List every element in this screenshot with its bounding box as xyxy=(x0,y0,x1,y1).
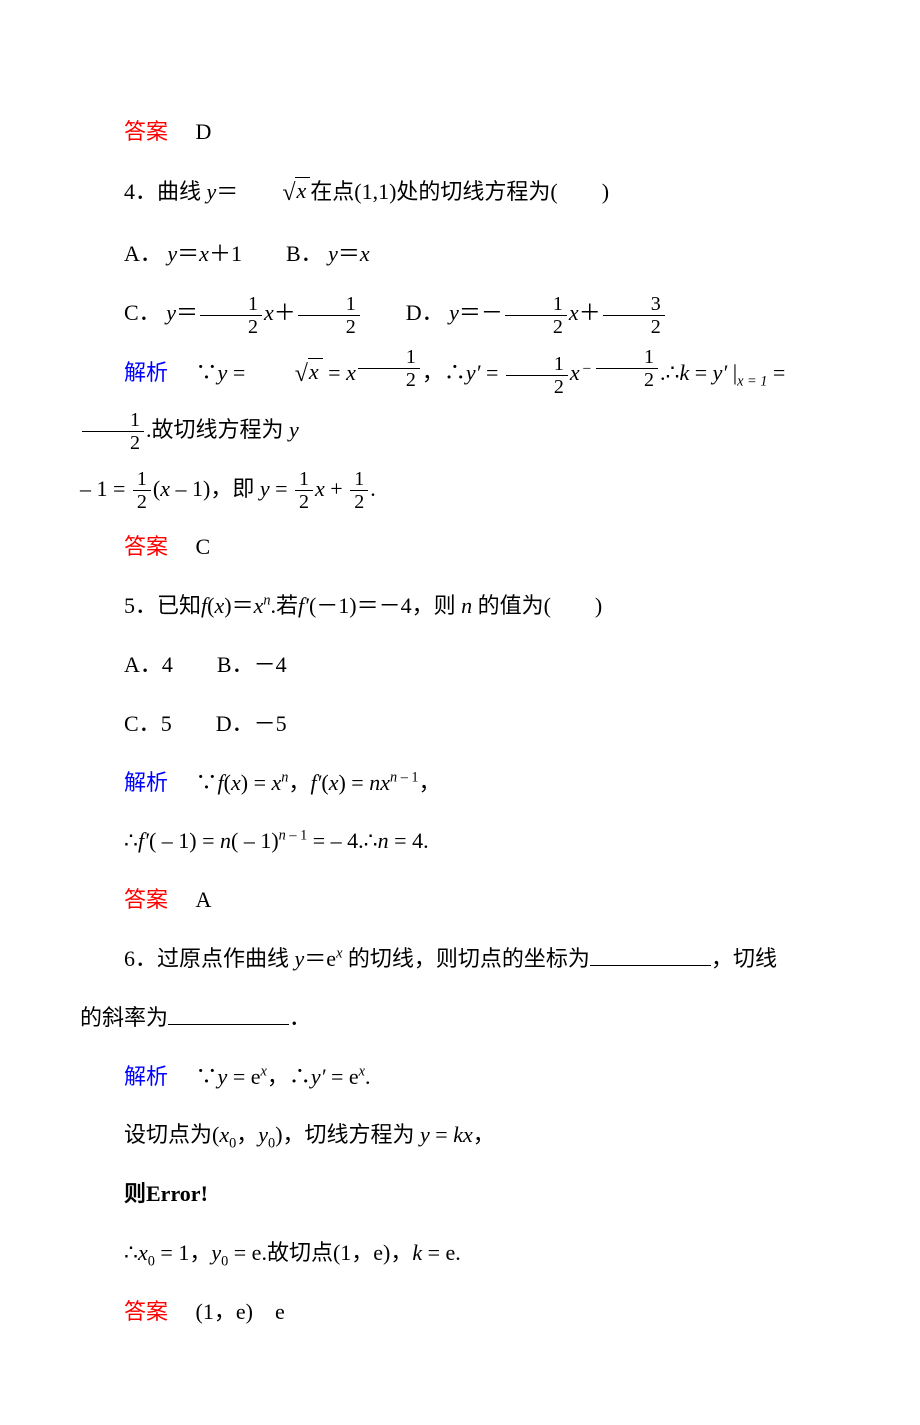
q5-analysis-l1: 解析 ∵f(x) = xn，f′(x) = nxn – 1， xyxy=(80,757,840,810)
q4-eq: ＝ xyxy=(216,179,238,204)
q5-options-row2: C．5 D．－5 xyxy=(80,698,840,751)
analysis-label: 解析 xyxy=(124,1064,168,1089)
q4-stem-prefix: 曲线 xyxy=(157,179,207,204)
q5-options-row1: A．4 B．－4 xyxy=(80,639,840,692)
q4-options-row1: A． y＝x＋1 B． y＝x xyxy=(80,228,840,281)
q5-stem: 5．已知f(x)＝xn.若f′(－1)＝－4，则 n 的值为( ) xyxy=(80,580,840,633)
q6-answer-line: 答案 (1，e) e xyxy=(80,1286,840,1339)
q6-stem-l2: 的斜率为． xyxy=(80,992,840,1045)
q4-answer-line: 答案 C xyxy=(80,521,840,574)
answer-label: 答案 xyxy=(124,1299,168,1324)
q4-stem: 4．曲线 y＝√x在点(1,1)处的切线方程为( ) xyxy=(80,165,840,223)
q5-analysis-l2: ∴f′( – 1) = n( – 1)n – 1 = – 4.∴n = 4. xyxy=(80,815,840,868)
sqrt-icon: √x xyxy=(251,346,323,404)
page-root: 答案 D 4．曲线 y＝√x在点(1,1)处的切线方程为( ) A． y＝x＋1… xyxy=(0,0,920,1425)
q6-analysis-l3: 则Error! xyxy=(80,1168,840,1221)
fraction: 12 xyxy=(596,346,658,391)
answer-label: 答案 xyxy=(124,119,168,144)
q5-B-label: B． xyxy=(217,652,254,677)
blank-field xyxy=(590,946,711,966)
q6-analysis-l4: ∴x0 = 1，y0 = e.故切点(1，e)，k = e. xyxy=(80,1227,840,1280)
analysis-label: 解析 xyxy=(124,360,168,385)
q4-D-label: D． xyxy=(406,300,444,325)
fraction: 12 xyxy=(505,293,567,338)
q5-answer: A xyxy=(196,887,212,912)
q4-analysis-l2: – 1 = 12(x – 1)，即 y = 12x + 12. xyxy=(80,463,840,516)
error-text: 则Error! xyxy=(124,1181,208,1206)
q4-C-label: C． xyxy=(124,300,161,325)
fraction: 12 xyxy=(298,293,360,338)
q6-analysis-l2: 设切点为(x0，y0)，切线方程为 y = kx， xyxy=(80,1109,840,1162)
q3-answer-line: 答案 D xyxy=(80,106,840,159)
q4-A-label: A． xyxy=(124,241,162,266)
answer-label: 答案 xyxy=(124,887,168,912)
q6-number: 6． xyxy=(124,946,157,971)
fraction: 12 xyxy=(82,409,144,454)
q4-number: 4． xyxy=(124,179,157,204)
fraction: 12 xyxy=(295,468,313,513)
q6-answer: (1，e) e xyxy=(196,1299,285,1324)
fraction: 12 xyxy=(133,468,151,513)
q4-options-row2: C． y＝12x＋12 D． y＝－12x＋32 xyxy=(80,287,840,340)
fraction: 12 xyxy=(200,293,262,338)
q6-analysis-l1: 解析 ∵y = ex，∴y′ = ex. xyxy=(80,1051,840,1104)
fraction: 32 xyxy=(603,293,665,338)
q4-analysis: 解析 ∵y = √x = x12，∴y′ = 12x – 12.∴k = y′ … xyxy=(80,346,840,515)
q5-C-label: C． xyxy=(124,711,161,736)
blank-field xyxy=(168,1005,289,1025)
q4-y: y xyxy=(207,179,217,204)
q4-analysis-l1: 解析 ∵y = √x = x12，∴y′ = 12x – 12.∴k = y′ … xyxy=(80,346,840,457)
q3-answer: D xyxy=(196,119,212,144)
q6-stem-l1: 6．过原点作曲线 y＝ex 的切线，则切点的坐标为，切线 xyxy=(80,933,840,986)
sqrt-icon: √x xyxy=(238,165,310,223)
q4-answer: C xyxy=(196,534,211,559)
fraction: 12 xyxy=(358,346,420,391)
q4-B-label: B． xyxy=(286,241,323,266)
fraction: 12 xyxy=(350,468,368,513)
analysis-label: 解析 xyxy=(124,770,168,795)
q5-D-label: D． xyxy=(216,711,254,736)
fraction: 12 xyxy=(506,353,568,398)
q5-answer-line: 答案 A xyxy=(80,874,840,927)
q4-stem-suffix: 在点(1,1)处的切线方程为( ) xyxy=(310,179,609,204)
q5-number: 5． xyxy=(124,593,157,618)
answer-label: 答案 xyxy=(124,534,168,559)
q5-A-label: A． xyxy=(124,652,162,677)
